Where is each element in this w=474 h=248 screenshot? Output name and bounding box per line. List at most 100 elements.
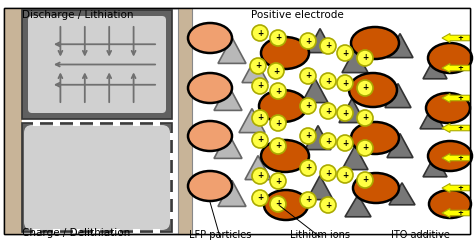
Ellipse shape <box>349 73 397 107</box>
Polygon shape <box>302 79 328 103</box>
Bar <box>170 212 174 219</box>
Text: +: + <box>362 84 368 93</box>
Ellipse shape <box>264 190 308 220</box>
Bar <box>170 153 174 160</box>
Text: +: + <box>305 195 311 205</box>
Ellipse shape <box>261 37 309 69</box>
Circle shape <box>270 173 286 189</box>
Circle shape <box>252 168 268 184</box>
Text: +: + <box>275 142 281 151</box>
Polygon shape <box>387 134 413 157</box>
Text: +: + <box>325 200 331 210</box>
Circle shape <box>320 165 336 181</box>
Bar <box>34 122 40 126</box>
Polygon shape <box>307 29 333 53</box>
Circle shape <box>300 192 316 208</box>
Ellipse shape <box>428 141 472 171</box>
Ellipse shape <box>426 93 470 123</box>
Circle shape <box>320 133 336 149</box>
Text: +: + <box>305 36 311 45</box>
Ellipse shape <box>351 122 399 154</box>
Text: +: + <box>275 87 281 95</box>
Text: +: + <box>325 136 331 146</box>
Text: +: + <box>273 66 279 75</box>
Text: +: + <box>257 193 263 203</box>
Bar <box>54 229 61 233</box>
Text: +: + <box>457 35 463 41</box>
Text: +: + <box>325 106 331 116</box>
Bar <box>113 122 120 126</box>
Circle shape <box>320 197 336 213</box>
Polygon shape <box>389 183 415 205</box>
Polygon shape <box>242 59 268 83</box>
Text: +: + <box>257 29 263 37</box>
Text: +: + <box>362 144 368 153</box>
Circle shape <box>337 45 353 61</box>
Text: +: + <box>342 171 348 180</box>
Circle shape <box>337 75 353 91</box>
Polygon shape <box>218 37 246 63</box>
Polygon shape <box>423 57 447 79</box>
Circle shape <box>320 73 336 89</box>
Polygon shape <box>218 180 246 206</box>
Bar <box>170 192 174 199</box>
Text: +: + <box>362 114 368 123</box>
Bar <box>154 122 161 126</box>
Circle shape <box>252 132 268 148</box>
FancyBboxPatch shape <box>24 125 170 230</box>
Text: +: + <box>342 49 348 58</box>
Text: +: + <box>255 62 261 70</box>
Circle shape <box>300 68 316 84</box>
Bar <box>22 10 172 119</box>
Bar <box>170 133 174 140</box>
Ellipse shape <box>261 140 309 172</box>
FancyArrow shape <box>442 124 470 132</box>
Circle shape <box>300 33 316 49</box>
Circle shape <box>300 160 316 176</box>
Text: +: + <box>362 176 368 185</box>
Polygon shape <box>385 84 411 108</box>
Polygon shape <box>342 146 368 170</box>
Polygon shape <box>239 109 265 133</box>
Text: +: + <box>342 109 348 118</box>
Circle shape <box>337 167 353 183</box>
Ellipse shape <box>429 190 471 218</box>
Polygon shape <box>245 155 271 180</box>
Circle shape <box>252 110 268 126</box>
Circle shape <box>270 138 286 154</box>
FancyBboxPatch shape <box>28 16 166 113</box>
Text: +: + <box>457 65 463 71</box>
Ellipse shape <box>259 90 307 122</box>
Polygon shape <box>214 132 242 158</box>
Bar <box>73 122 81 126</box>
Text: Lithium ions: Lithium ions <box>290 230 350 240</box>
Text: +: + <box>305 131 311 141</box>
Bar <box>134 122 140 126</box>
Text: +: + <box>362 54 368 62</box>
Text: +: + <box>257 172 263 181</box>
Ellipse shape <box>188 73 232 103</box>
Polygon shape <box>214 84 242 110</box>
Circle shape <box>252 190 268 206</box>
Ellipse shape <box>188 121 232 151</box>
Bar <box>54 122 61 126</box>
Text: +: + <box>457 95 463 101</box>
Text: +: + <box>342 79 348 88</box>
Circle shape <box>357 50 373 66</box>
Circle shape <box>268 63 284 79</box>
Text: +: + <box>305 163 311 173</box>
Circle shape <box>270 83 286 99</box>
Text: +: + <box>457 155 463 161</box>
Text: +: + <box>342 138 348 148</box>
Circle shape <box>357 140 373 156</box>
Circle shape <box>252 25 268 41</box>
Text: +: + <box>457 210 463 216</box>
Bar <box>22 123 172 232</box>
FancyArrow shape <box>442 184 470 192</box>
Text: Charge / Delithiation: Charge / Delithiation <box>22 228 130 238</box>
FancyArrow shape <box>442 93 470 102</box>
Polygon shape <box>307 176 333 200</box>
Bar <box>170 173 174 180</box>
Circle shape <box>337 135 353 151</box>
Text: +: + <box>325 41 331 51</box>
